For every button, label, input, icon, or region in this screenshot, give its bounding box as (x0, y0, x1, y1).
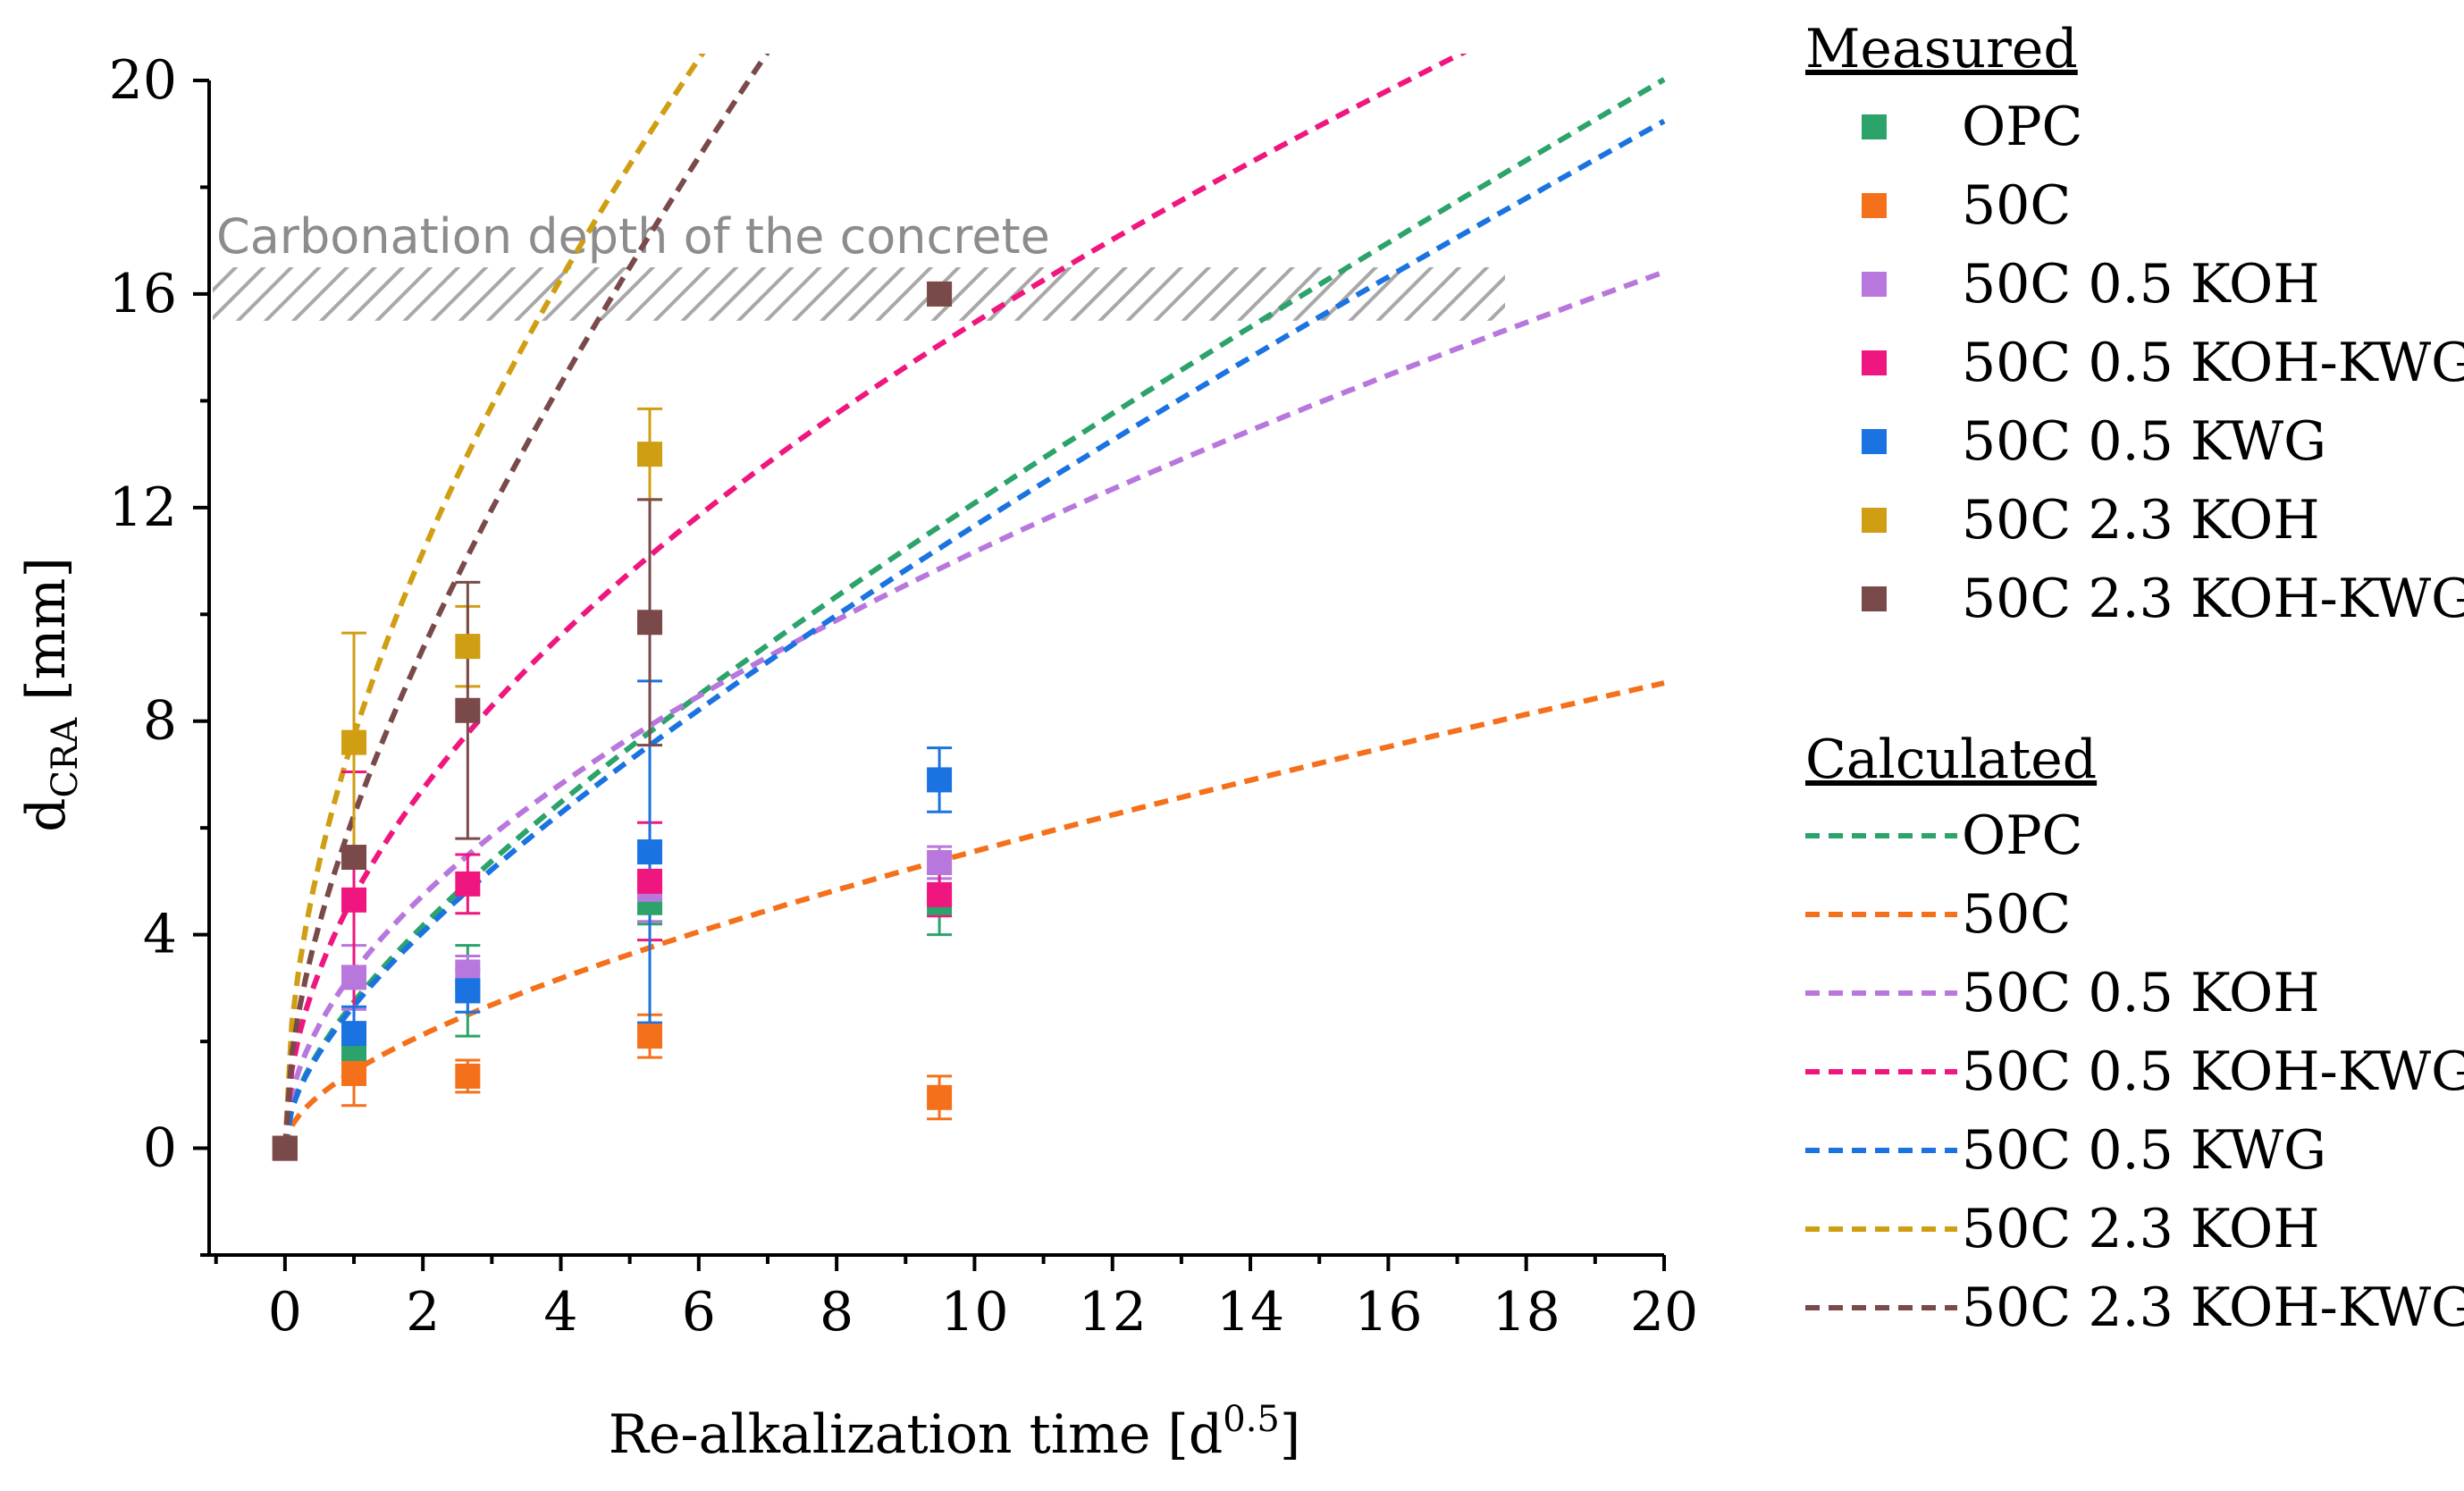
y-ticks: 0 4 8 12 16 20 (109, 49, 209, 1257)
x-tick-label: 8 (820, 1281, 854, 1344)
measured-point-6 (455, 697, 481, 723)
x-tick-label: 4 (543, 1281, 577, 1344)
legend-measured-label: 50C 2.3 KOH (1962, 489, 2320, 552)
legend-calculated-label: 50C 2.3 KOH (1962, 1198, 2320, 1260)
legend-calculated-entries: OPC 50C 50C 0.5 KOH 50C 0.5 KOH-KWG 50C 0.5 … (1805, 804, 2464, 1339)
calc-curve-2 (282, 269, 1665, 1149)
x-ticks: 0 2 4 6 8 10 12 14 16 18 20 (214, 1255, 1698, 1344)
measured-point-3 (455, 871, 481, 897)
x-axis-title-suffix: ] (1280, 1403, 1300, 1466)
y-tick-label: 12 (109, 476, 177, 539)
legend-marker-2 (1862, 272, 1887, 297)
measured-point-6 (927, 281, 953, 307)
measured-point-1 (341, 1060, 367, 1086)
legend-measured-label: 50C 0.5 KOH-KWG (1962, 332, 2464, 394)
measured-point-6 (272, 1135, 298, 1161)
measured-point-3 (637, 868, 663, 894)
legend-marker-0 (1862, 114, 1887, 139)
legend-measured-label: 50C (1962, 174, 2071, 237)
x-tick-label: 6 (682, 1281, 716, 1344)
legend-calculated-label: 50C 0.5 KWG (1962, 1119, 2326, 1182)
carbonation-band (213, 267, 1505, 321)
legend-calculated-label: 50C 2.3 KOH-KWG (1962, 1276, 2464, 1339)
y-tick-label: 4 (143, 904, 177, 966)
error-bars (341, 407, 953, 1121)
legend-marker-4 (1862, 429, 1887, 454)
legend-calculated-heading: Calculated (1805, 729, 2097, 791)
x-axis-title: Re-alkalization time [d0.5] (609, 1399, 1301, 1466)
legend-calculated-label: OPC (1962, 804, 2082, 867)
measured-point-5 (637, 442, 663, 468)
legend-measured-label: OPC (1962, 96, 2082, 158)
annotation-layer: Carbonation depth of the concrete (213, 208, 1505, 321)
measured-point-5 (455, 634, 481, 660)
x-tick-label: 12 (1079, 1281, 1147, 1344)
calc-curve-6 (282, 54, 770, 1149)
y-tick-label: 0 (143, 1117, 177, 1180)
legend-measured-heading: Measured (1805, 18, 2078, 80)
measured-markers (272, 281, 953, 1161)
measured-point-1 (927, 1084, 953, 1110)
measured-point-6 (637, 610, 663, 636)
measured-point-4 (455, 978, 481, 1004)
y-axis-title-suffix: [mm] (15, 557, 78, 718)
calc-curve-5 (282, 54, 706, 1149)
legend-marker-3 (1862, 350, 1887, 375)
legend-marker-1 (1862, 193, 1887, 218)
x-axis-title-sup: 0.5 (1223, 1399, 1280, 1440)
y-tick-label: 8 (143, 690, 177, 753)
legend-measured-label: 50C 2.3 KOH-KWG (1962, 568, 2464, 630)
legend-measured-label: 50C 0.5 KWG (1962, 410, 2326, 473)
x-tick-label: 2 (406, 1281, 440, 1344)
measured-point-4 (927, 767, 953, 793)
measured-point-4 (341, 1021, 367, 1047)
legend-measured-label: 50C 0.5 KOH (1962, 253, 2320, 316)
calc-curve-1 (282, 680, 1665, 1150)
y-axis-title-main: d (15, 797, 78, 831)
x-tick-label: 14 (1216, 1281, 1284, 1344)
legend-marker-5 (1862, 508, 1887, 533)
x-tick-label: 18 (1493, 1281, 1560, 1344)
measured-point-1 (637, 1023, 663, 1049)
legend-measured-entries: OPC 50C 50C 0.5 KOH 50C 0.5 KOH-KWG 50C 0.5 … (1862, 96, 2464, 630)
calc-curve-4 (282, 118, 1666, 1150)
x-tick-label: 10 (940, 1281, 1008, 1344)
measured-point-3 (927, 881, 953, 907)
legend: Measured Calculated OPC 50C 50C 0.5 KOH 50C… (1805, 18, 2464, 1339)
measured-point-3 (341, 887, 367, 913)
y-tick-label: 20 (109, 49, 177, 112)
legend-calculated-label: 50C (1962, 883, 2071, 946)
legend-marker-6 (1862, 586, 1887, 611)
axes (207, 80, 1664, 1257)
measured-point-2 (341, 965, 367, 990)
calc-curve-3 (282, 54, 1467, 1149)
measured-point-1 (455, 1063, 481, 1089)
y-tick-label: 16 (109, 263, 177, 325)
calculated-curves (282, 54, 1666, 1150)
measured-point-6 (341, 845, 367, 871)
measured-point-2 (927, 850, 953, 876)
y-axis-title-sub: CRA (45, 717, 86, 798)
y-axis-title: dCRA [mm] (15, 557, 86, 832)
x-tick-label: 16 (1354, 1281, 1422, 1344)
x-tick-label: 20 (1630, 1281, 1698, 1344)
x-axis-title-main: Re-alkalization time [d (609, 1403, 1224, 1466)
x-tick-label: 0 (268, 1281, 302, 1344)
measured-point-4 (637, 839, 663, 865)
carbonation-label: Carbonation depth of the concrete (216, 208, 1050, 265)
measured-point-5 (341, 729, 367, 755)
legend-calculated-label: 50C 0.5 KOH (1962, 962, 2320, 1024)
calc-curve-0 (282, 77, 1666, 1150)
legend-calculated-label: 50C 0.5 KOH-KWG (1962, 1040, 2464, 1103)
